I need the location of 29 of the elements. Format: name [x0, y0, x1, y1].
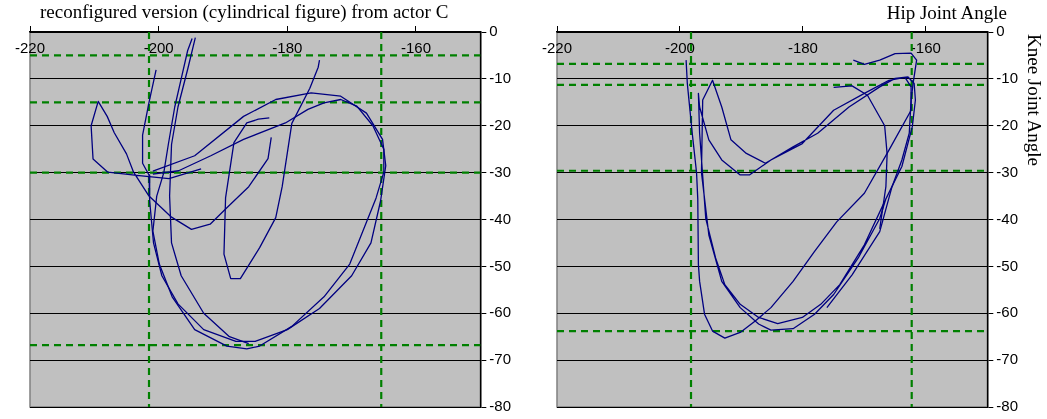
- y-tick-label: -80: [996, 397, 1019, 415]
- y-tick-label: -10: [996, 69, 1019, 87]
- y-tick-label: -40: [996, 209, 1019, 227]
- x-tick-label: -180: [787, 39, 818, 57]
- chart-title: reconfigured version (cylindrical figure) from actor C: [40, 1, 449, 23]
- x-tick-label: -220: [541, 39, 573, 57]
- y-tick-label: -50: [489, 256, 512, 274]
- x-tick-label: -160: [400, 39, 431, 57]
- x-tick-label: -200: [664, 39, 695, 57]
- y-tick-label: 0: [489, 22, 498, 40]
- y-axis-title: Knee Joint Angle: [1023, 34, 1045, 166]
- y-tick-label: -50: [996, 256, 1019, 274]
- y-tick-label: 0: [996, 22, 1005, 40]
- y-tick-label: -20: [489, 115, 512, 133]
- y-tick-label: -60: [996, 303, 1019, 321]
- y-tick-label: -40: [489, 209, 512, 227]
- y-tick-label: -30: [996, 162, 1019, 180]
- x-tick-label: -160: [910, 39, 941, 57]
- y-tick-label: -80: [489, 397, 512, 415]
- x-axis-title: Hip Joint Angle: [886, 2, 1007, 24]
- y-tick-label: -10: [489, 69, 512, 87]
- y-tick-label: -20: [996, 115, 1019, 133]
- x-tick-label: -180: [272, 39, 303, 57]
- x-tick-label: -220: [14, 39, 46, 57]
- y-tick-label: -30: [489, 162, 512, 180]
- x-tick-label: -200: [143, 39, 174, 57]
- y-tick-label: -70: [996, 350, 1019, 368]
- y-tick-label: -60: [489, 303, 512, 321]
- y-tick-label: -70: [489, 350, 512, 368]
